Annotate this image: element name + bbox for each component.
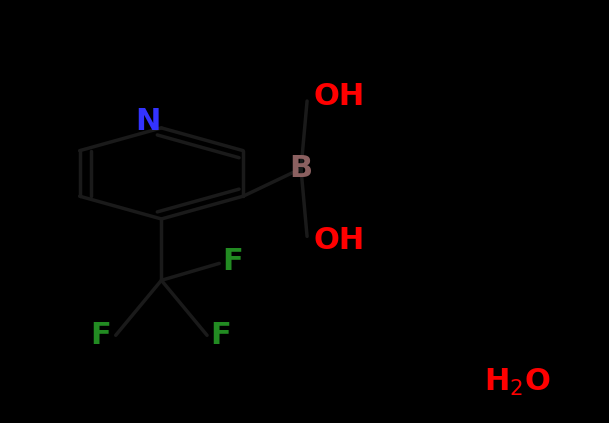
Text: B: B	[289, 154, 312, 183]
Text: H$_2$O: H$_2$O	[484, 367, 551, 398]
Text: F: F	[90, 321, 111, 350]
Text: N: N	[135, 107, 161, 136]
Text: F: F	[222, 247, 243, 276]
Text: OH: OH	[313, 226, 364, 255]
Text: F: F	[210, 321, 231, 350]
Text: OH: OH	[313, 82, 364, 111]
